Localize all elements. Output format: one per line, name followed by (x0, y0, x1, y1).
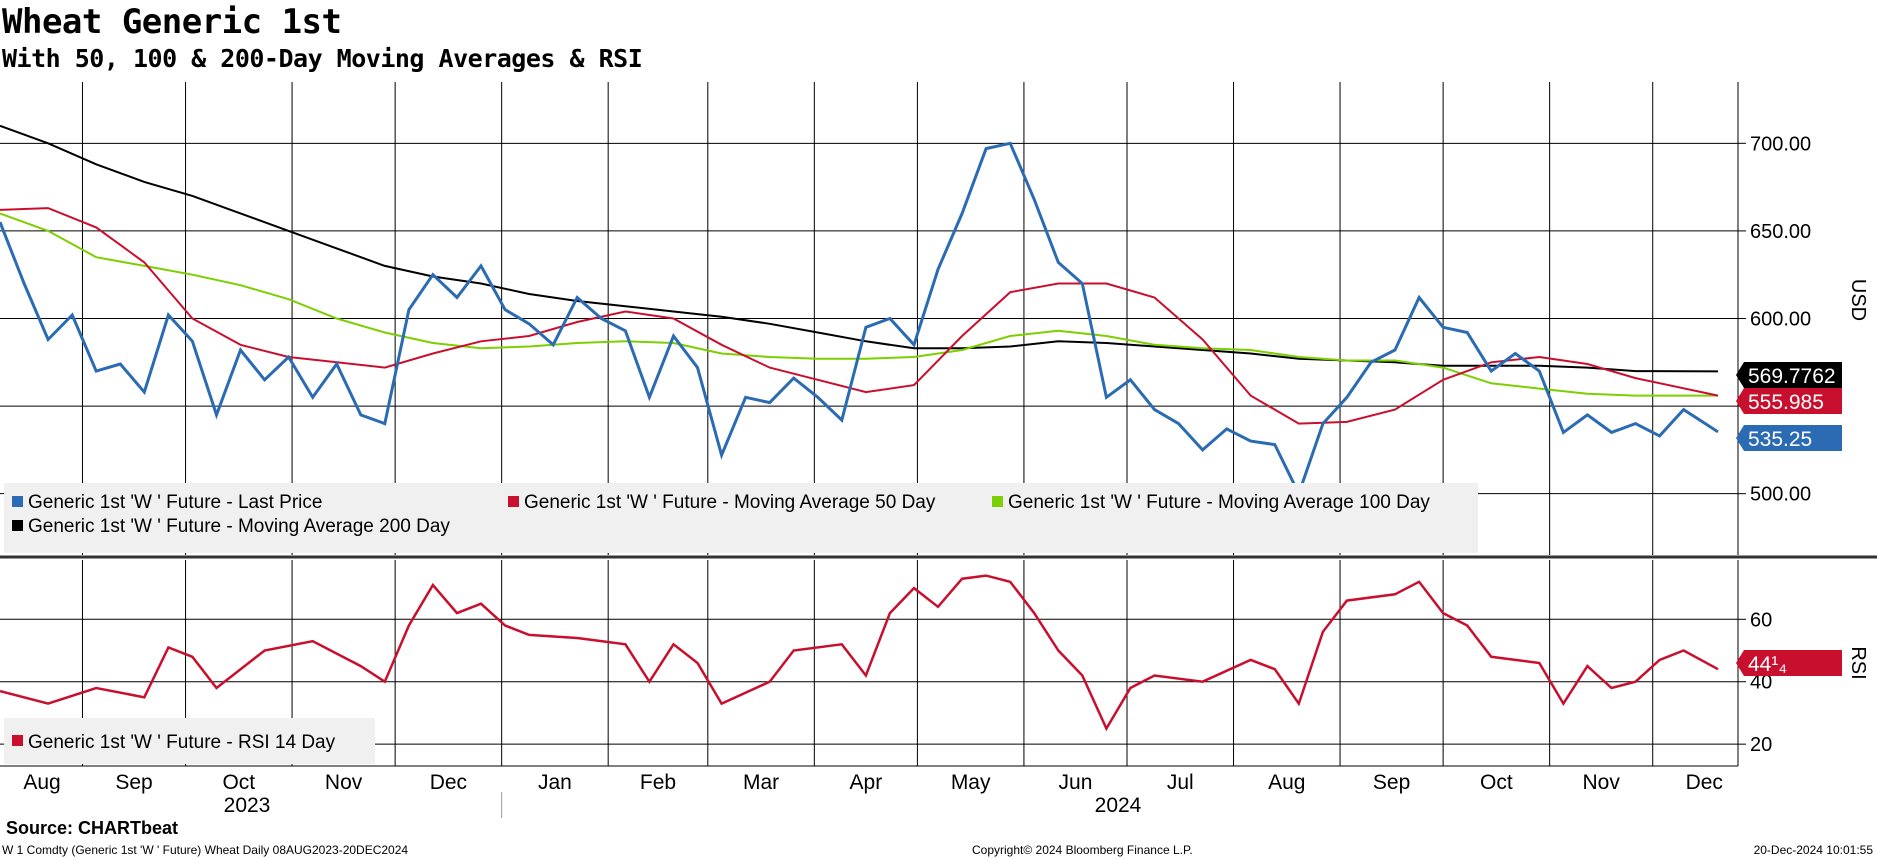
month-label-2: Oct (222, 771, 255, 794)
month-label-6: Feb (640, 771, 676, 794)
month-label-3: Nov (325, 771, 363, 794)
price-ylabel: USD (1847, 279, 1869, 321)
price-legend-box (4, 483, 1478, 553)
last-value-ma50-text: 555.985 (1748, 391, 1824, 414)
legend-label-last_price: Generic 1st 'W ' Future - Last Price (28, 492, 322, 513)
legend-swatch-ma50 (508, 496, 519, 507)
month-label-8: Apr (850, 771, 883, 794)
rsi-legend-box (4, 718, 375, 764)
last-value-rsi: 44¹₄ (1736, 650, 1842, 676)
series-ma100-line (0, 212, 1718, 397)
last-value-ma200-text: 569.7762 (1748, 365, 1836, 388)
series-layer (0, 124, 1719, 732)
last-value-ma200-bg (1736, 362, 1842, 388)
last-value-ma50: 555.985 (1736, 388, 1842, 414)
month-label-15: Nov (1582, 771, 1620, 794)
price-ytick-label-4: 700.00 (1750, 133, 1811, 155)
legend-swatch-last_price (12, 496, 23, 507)
last-value-rsi-text: 44¹₄ (1748, 653, 1787, 676)
year-label-0: 2023 (224, 794, 271, 817)
chart-subtitle: With 50, 100 & 200-Day Moving Averages &… (2, 44, 643, 73)
price-ytick-label-2: 600.00 (1750, 309, 1811, 331)
series-ma200-line (0, 124, 1719, 373)
last-value-price-bg (1736, 425, 1842, 451)
last-value-rsi-bg (1736, 650, 1842, 676)
footer-copyright: Copyright© 2024 Bloomberg Finance L.P. (972, 843, 1193, 857)
month-label-1: Sep (115, 771, 152, 794)
month-label-9: May (951, 771, 991, 794)
month-label-16: Dec (1686, 771, 1723, 794)
month-label-12: Aug (1268, 771, 1305, 794)
gridlines (0, 82, 1738, 766)
legend-swatch-rsi (12, 735, 23, 746)
last-value-price-text: 535.25 (1748, 428, 1812, 451)
last-value-ma200: 569.7762 (1736, 362, 1842, 388)
legend-swatch-ma200 (12, 520, 23, 531)
month-label-7: Mar (743, 771, 779, 794)
month-label-13: Sep (1373, 771, 1410, 794)
source-note: Source: CHARTbeat (6, 818, 179, 838)
rsi-ytick-label-0: 20 (1750, 734, 1772, 756)
chart-title: Wheat Generic 1st (2, 2, 342, 42)
last-value-markers: 569.7762 555.985 535.25 44¹₄ (1736, 362, 1842, 676)
rsi-ylabel: RSI (1847, 646, 1869, 679)
footer-timestamp: 20-Dec-2024 10:01:55 (1753, 843, 1873, 857)
rsi-ytick-label-1: 40 (1750, 672, 1772, 694)
month-label-4: Dec (430, 771, 467, 794)
legend-swatch-ma100 (992, 496, 1003, 507)
year-label-1: 2024 (1095, 794, 1142, 817)
series-ma50-line (0, 207, 1719, 425)
legend-layer: Generic 1st 'W ' Future - Last Price Gene… (4, 483, 1478, 764)
price-ytick-label-3: 650.00 (1750, 221, 1811, 243)
last-value-price: 535.25 (1736, 425, 1842, 451)
price-ytick-label-0: 500.00 (1750, 484, 1811, 506)
month-label-11: Jul (1167, 771, 1194, 794)
axes-layer: 500.00550.00600.00650.00700.00204060USDR… (0, 82, 1877, 818)
legend-label-ma100: Generic 1st 'W ' Future - Moving Average… (1008, 492, 1430, 513)
series-last_price-line (0, 141, 1719, 498)
legend-label-ma200: Generic 1st 'W ' Future - Moving Average… (28, 516, 450, 537)
month-label-14: Oct (1480, 771, 1513, 794)
month-label-0: Aug (23, 771, 60, 794)
month-label-5: Jan (538, 771, 572, 794)
rsi-ytick-label-2: 60 (1750, 609, 1772, 631)
last-value-ma50-bg (1736, 388, 1842, 414)
legend-label-rsi: Generic 1st 'W ' Future - RSI 14 Day (28, 732, 336, 753)
series-rsi-line (0, 574, 1719, 732)
month-label-10: Jun (1059, 771, 1093, 794)
footer-security: W 1 Comdty (Generic 1st 'W ' Future) Whe… (2, 843, 409, 857)
legend-label-ma50: Generic 1st 'W ' Future - Moving Average… (524, 492, 936, 513)
